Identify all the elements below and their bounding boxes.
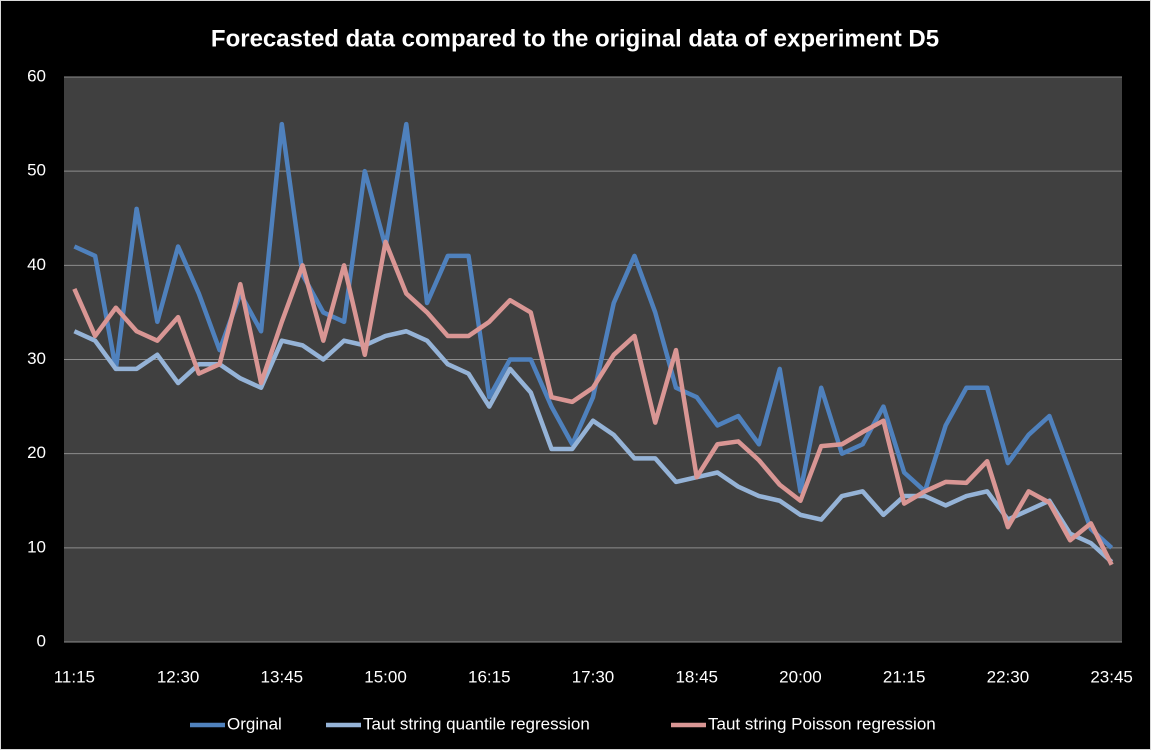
x-tick-label: 22:30: [987, 667, 1030, 686]
x-tick-label: 12:30: [157, 667, 200, 686]
x-tick-label: 15:00: [364, 667, 407, 686]
series-line: [73, 121, 1114, 550]
legend-label: Taut string Poisson regression: [708, 714, 936, 733]
series-line: [73, 329, 1114, 564]
y-tick-label: 60: [27, 66, 46, 85]
x-tick-label: 23:45: [1090, 667, 1133, 686]
chart-title: Forecasted data compared to the original…: [211, 25, 939, 52]
y-tick-label: 40: [27, 255, 46, 274]
legend-label: Taut string quantile regression: [363, 714, 590, 733]
y-tick-label: 30: [27, 349, 46, 368]
x-tick-label: 20:00: [779, 667, 822, 686]
x-tick-label: 13:45: [261, 667, 304, 686]
x-tick-label: 18:45: [675, 667, 718, 686]
y-tick-label: 50: [27, 161, 46, 180]
x-tick-label: 16:15: [468, 667, 511, 686]
y-tick-label: 20: [27, 443, 46, 462]
x-tick-label: 21:15: [883, 667, 926, 686]
y-tick-label: 0: [37, 631, 46, 650]
x-tick-label: 11:15: [54, 667, 95, 686]
series-line: [72, 239, 1114, 566]
y-tick-label: 10: [27, 537, 46, 556]
x-tick-label: 17:30: [572, 667, 615, 686]
legend-label: Orginal: [227, 714, 282, 733]
